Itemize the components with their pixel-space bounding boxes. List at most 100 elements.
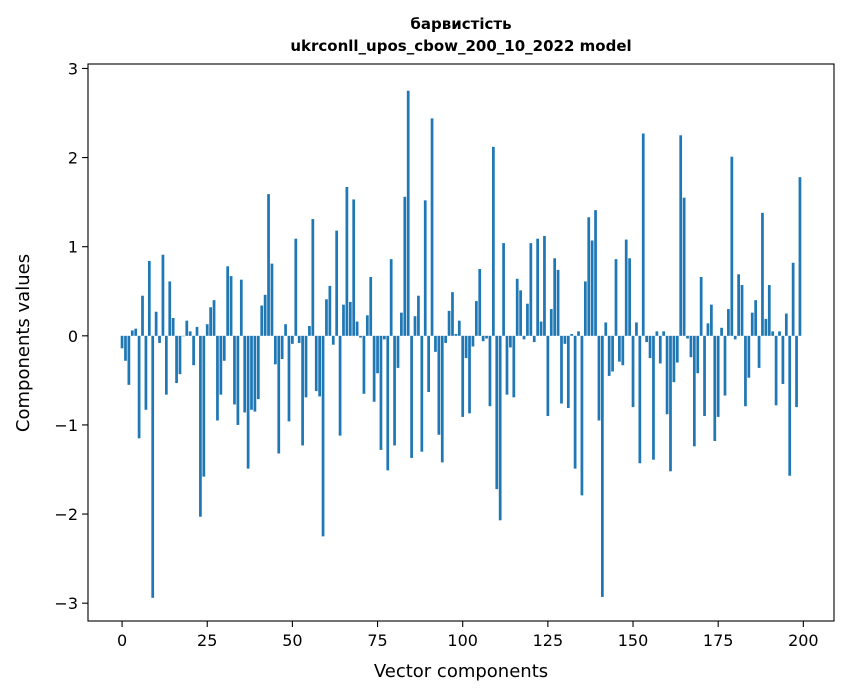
- bar: [314, 335, 318, 392]
- bar: [784, 313, 788, 336]
- chart-subtitle: ukrconll_upos_cbow_200_10_2022 model: [290, 37, 631, 55]
- bar: [161, 254, 165, 336]
- y-tick-label: 3: [68, 59, 78, 78]
- x-axis-label: Vector components: [374, 661, 548, 682]
- bar: [164, 335, 168, 395]
- bar: [205, 324, 209, 336]
- bar: [716, 335, 720, 417]
- bar: [580, 335, 584, 496]
- bar: [546, 335, 550, 417]
- bar: [273, 335, 277, 365]
- bar: [437, 335, 441, 435]
- bar: [778, 331, 781, 336]
- bar: [529, 243, 533, 336]
- bar: [294, 238, 298, 336]
- y-tick-label: 0: [68, 327, 78, 346]
- bar: [430, 118, 434, 336]
- bar: [468, 335, 471, 414]
- bar: [601, 335, 604, 597]
- bar: [590, 240, 594, 336]
- bar: [747, 335, 751, 378]
- bar: [669, 335, 672, 472]
- bar: [229, 276, 233, 336]
- bar: [740, 285, 744, 336]
- bar: [130, 330, 134, 336]
- bar: [597, 335, 601, 421]
- bar: [342, 304, 345, 336]
- bar: [720, 327, 723, 336]
- bar: [696, 335, 700, 374]
- bar: [151, 335, 155, 598]
- bar: [287, 335, 291, 422]
- bar: [532, 335, 536, 343]
- bar: [686, 335, 689, 339]
- bar: [594, 210, 597, 336]
- bar: [621, 335, 625, 366]
- x-tick-label: 125: [533, 631, 564, 650]
- bar: [256, 335, 260, 400]
- bar: [495, 335, 499, 490]
- bar: [171, 317, 175, 336]
- bar: [556, 269, 560, 336]
- bar: [536, 238, 540, 336]
- bar: [291, 335, 294, 344]
- bar: [362, 335, 366, 394]
- bar: [284, 324, 287, 336]
- bar-series: [120, 90, 802, 598]
- bar: [318, 335, 321, 397]
- bar: [679, 135, 683, 336]
- bar: [461, 335, 465, 417]
- bar: [141, 295, 144, 336]
- bar: [641, 133, 645, 336]
- bar: [386, 335, 390, 471]
- bar: [611, 335, 614, 372]
- bar: [492, 146, 495, 336]
- bar: [798, 177, 802, 336]
- bar: [607, 335, 611, 376]
- bar: [410, 335, 413, 458]
- bar: [635, 322, 638, 336]
- bar: [178, 335, 182, 375]
- bar: [321, 335, 325, 537]
- bar: [365, 315, 369, 336]
- bar: [771, 331, 775, 336]
- bar: [566, 335, 570, 409]
- bar: [560, 335, 563, 404]
- bar: [478, 268, 482, 336]
- bar: [440, 335, 444, 463]
- bar: [267, 194, 270, 336]
- bar: [512, 335, 516, 398]
- y-tick-label: −2: [54, 505, 78, 524]
- bar: [280, 335, 284, 359]
- bar: [788, 335, 792, 476]
- bar: [335, 230, 339, 336]
- bar: [403, 196, 407, 336]
- bar: [222, 335, 226, 361]
- bar: [750, 312, 754, 336]
- bar: [451, 292, 454, 336]
- bar: [331, 335, 335, 345]
- bar: [188, 331, 192, 336]
- y-tick-label: 1: [68, 238, 78, 257]
- bar: [301, 335, 304, 446]
- bar: [464, 335, 468, 359]
- bar: [308, 326, 311, 336]
- bar: [154, 311, 158, 336]
- bar: [147, 260, 151, 336]
- bar: [539, 321, 543, 336]
- bar: [396, 335, 400, 368]
- bar: [260, 305, 264, 336]
- bar: [675, 335, 679, 363]
- bar: [543, 236, 546, 336]
- bar: [134, 328, 138, 336]
- bar: [689, 335, 693, 358]
- bar: [297, 335, 301, 343]
- bar: [246, 335, 250, 469]
- bar: [648, 335, 652, 359]
- bar: [604, 322, 608, 336]
- bar: [219, 335, 223, 395]
- bar: [488, 335, 492, 407]
- bar: [325, 299, 328, 336]
- bar: [345, 186, 349, 336]
